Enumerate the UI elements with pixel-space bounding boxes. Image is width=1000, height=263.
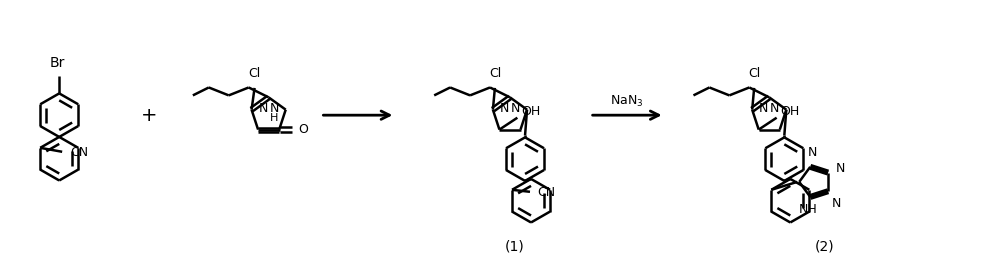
- Text: N: N: [836, 162, 845, 175]
- Text: Cl: Cl: [248, 67, 261, 80]
- Text: N: N: [500, 102, 509, 115]
- Text: N: N: [269, 102, 279, 115]
- Text: OH: OH: [781, 105, 800, 118]
- Text: NH: NH: [799, 203, 818, 216]
- Text: N: N: [759, 102, 769, 115]
- Text: N: N: [511, 102, 520, 115]
- Text: O: O: [298, 123, 308, 136]
- Text: CN: CN: [537, 186, 555, 199]
- Text: N: N: [808, 146, 817, 159]
- Text: OH: OH: [521, 105, 541, 118]
- Text: NaN$_3$: NaN$_3$: [610, 94, 643, 109]
- Text: Cl: Cl: [489, 67, 501, 80]
- Text: CN: CN: [70, 146, 88, 159]
- Text: H: H: [270, 113, 278, 123]
- Text: (1): (1): [505, 240, 525, 254]
- Text: N: N: [832, 197, 841, 210]
- Text: +: +: [141, 106, 157, 125]
- Text: Br: Br: [49, 56, 65, 70]
- Text: Cl: Cl: [748, 67, 760, 80]
- Text: (2): (2): [814, 240, 834, 254]
- Text: N: N: [259, 102, 268, 115]
- Text: N: N: [770, 102, 779, 115]
